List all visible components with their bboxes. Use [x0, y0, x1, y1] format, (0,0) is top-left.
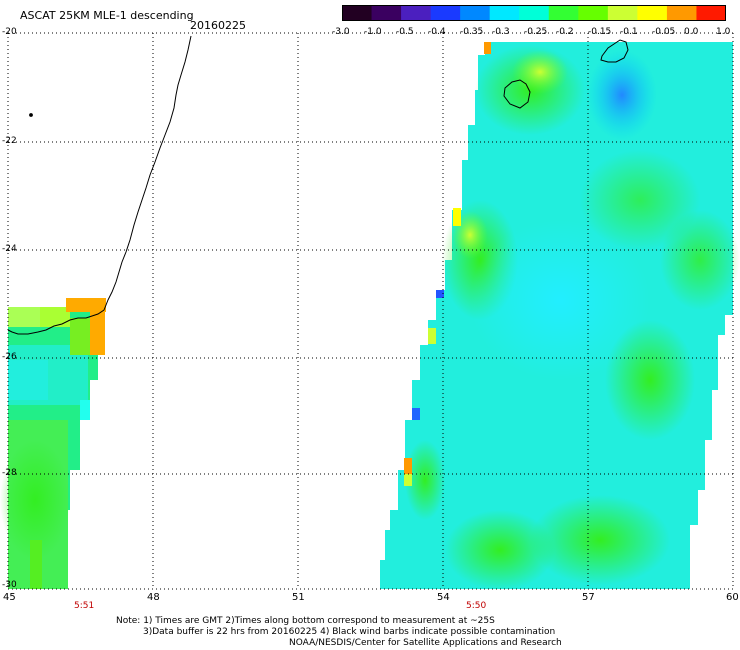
lon-label: 48 [147, 592, 160, 603]
colorbar-tick-label: -0.4 [428, 27, 446, 37]
lon-label: 60 [726, 592, 739, 603]
lat-label: -30 [2, 580, 17, 590]
colorbar-tick-label: -1.0 [364, 27, 382, 37]
note-line-3: NOAA/NESDIS/Center for Satellite Applica… [289, 638, 562, 648]
lon-label: 45 [3, 592, 16, 603]
colorbar-swatch [371, 5, 402, 21]
note-line-1: Note: 1) Times are GMT 2)Times along bot… [116, 616, 495, 626]
mauritius-coast [600, 39, 629, 63]
note-line-2: 3)Data buffer is 22 hrs from 20160225 4)… [143, 627, 556, 637]
colorbar-tick-label: -0.05 [652, 27, 676, 37]
colorbar-swatch [578, 5, 609, 21]
chart-title: ASCAT 25KM MLE-1 descending [20, 9, 194, 22]
pass-time-right: 5:50 [466, 601, 487, 611]
europa-island [29, 113, 33, 117]
colorbar-tick-label: -0.5 [396, 27, 414, 37]
lat-label: -24 [2, 244, 17, 254]
reunion-coast [503, 79, 531, 109]
colorbar-swatch [607, 5, 638, 21]
lat-label: -20 [2, 27, 17, 37]
colorbar-tick-label: -0.15 [588, 27, 612, 37]
colorbar-tick-label: -0.25 [524, 27, 548, 37]
colorbar-tick-label: -0.3 [492, 27, 510, 37]
lat-label: -28 [2, 468, 17, 478]
colorbar-tick-label: -0.2 [556, 27, 574, 37]
lat-label: -22 [2, 136, 17, 146]
colorbar [342, 5, 726, 21]
colorbar-tick-label: 0.0 [684, 27, 699, 37]
colorbar-swatch [430, 5, 461, 21]
colorbar-tick-label: -0.35 [460, 27, 484, 37]
gridlines [7, 32, 734, 590]
lon-label: 57 [582, 592, 595, 603]
colorbar-swatch [519, 5, 550, 21]
right-swath [380, 42, 740, 590]
coastlines [7, 35, 629, 335]
pass-time-left: 5:51 [74, 601, 95, 611]
colorbar-swatch [401, 5, 432, 21]
colorbar-tick-label: 1.0 [716, 27, 731, 37]
lon-label: 54 [437, 592, 450, 603]
date-label: 20160225 [190, 19, 246, 32]
lon-label: 51 [292, 592, 305, 603]
colorbar-tick-label: -0.1 [620, 27, 638, 37]
colorbar-swatch [460, 5, 491, 21]
colorbar-swatch [342, 5, 373, 21]
colorbar-swatch [637, 5, 668, 21]
colorbar-swatch [696, 5, 726, 21]
colorbar-swatch [489, 5, 520, 21]
left-swath [0, 298, 106, 589]
colorbar-swatch [666, 5, 697, 21]
colorbar-tick-label: -3.0 [332, 27, 350, 37]
colorbar-swatch [548, 5, 579, 21]
madagascar-coast [7, 35, 192, 335]
lat-label: -26 [2, 352, 17, 362]
